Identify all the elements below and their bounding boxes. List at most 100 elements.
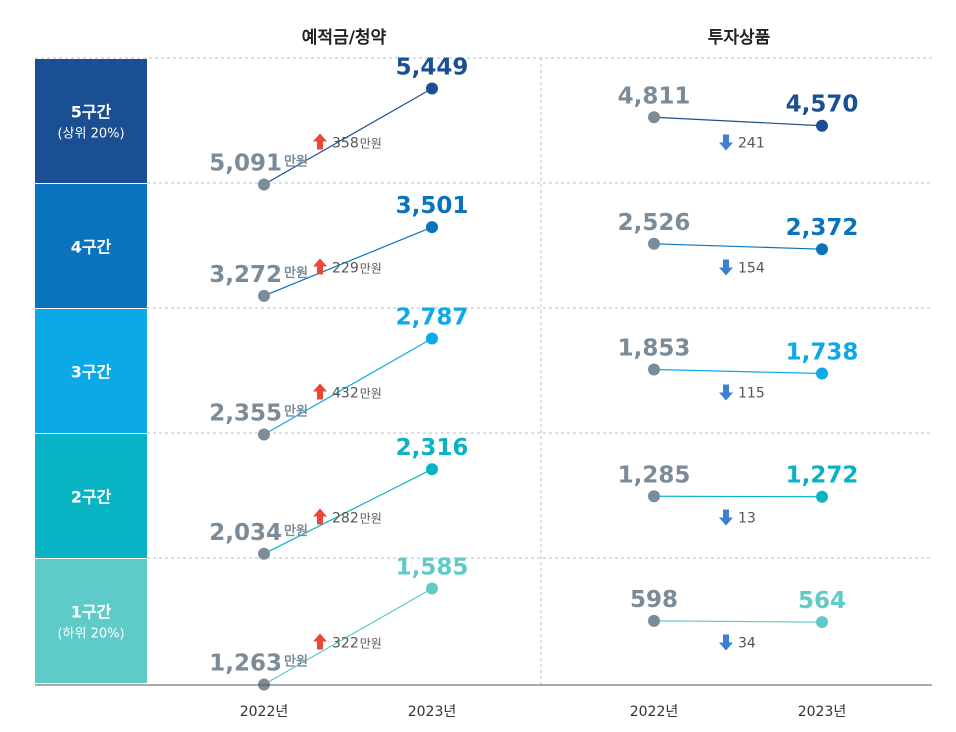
change-unit: 만원: [360, 137, 382, 151]
change-label: 358: [332, 136, 359, 152]
change-label: 432: [332, 386, 359, 402]
change-unit: 만원: [360, 637, 382, 651]
change-unit: 만원: [360, 387, 382, 401]
value-2022-label: 2,355: [209, 401, 282, 427]
point-2023: [816, 367, 828, 380]
change-label: 154: [738, 261, 765, 277]
change-label: 115: [738, 386, 765, 402]
point-2023: [426, 221, 438, 234]
change-label: 229: [332, 261, 359, 277]
band-label: 1구간: [71, 603, 112, 622]
series-line: [263, 337, 433, 436]
down-arrow-icon: [719, 384, 733, 401]
down-arrow-icon: [719, 259, 733, 276]
up-arrow-icon: [313, 383, 327, 400]
series-line: [263, 468, 433, 555]
series-line: [263, 87, 433, 186]
point-2022: [648, 490, 660, 503]
value-2022-label: 4,811: [618, 83, 691, 109]
change-label: 322: [332, 636, 359, 652]
change-unit: 만원: [360, 262, 382, 276]
value-2022-label: 598: [630, 587, 678, 613]
point-2022: [648, 111, 660, 124]
band-sublabel: (상위 20%): [57, 127, 124, 142]
band-label-bg: [35, 59, 147, 183]
point-2023: [426, 82, 438, 95]
value-2023-label: 564: [798, 588, 846, 614]
value-2023-label: 3,501: [396, 193, 469, 219]
x-tick-label: 2023년: [408, 704, 457, 720]
point-2022: [258, 289, 270, 302]
band-label-bg: [35, 184, 147, 308]
series-line: [263, 226, 433, 297]
series-line: [653, 116, 823, 127]
value-2022-unit: 만원: [284, 404, 308, 420]
band-label: 3구간: [71, 363, 112, 382]
band-label: 4구간: [71, 238, 112, 257]
change-label: 241: [738, 136, 765, 152]
point-2023: [426, 463, 438, 476]
up-arrow-icon: [313, 258, 327, 275]
value-2022-label: 2,526: [618, 210, 691, 236]
point-2023: [816, 119, 828, 132]
series-line: [653, 243, 823, 250]
value-2023-label: 1,272: [786, 463, 859, 489]
value-2023-label: 1,585: [396, 555, 469, 581]
point-2022: [648, 363, 660, 376]
band-label-bg: [35, 309, 147, 433]
value-2022-label: 5,091: [209, 151, 282, 177]
point-2023: [816, 243, 828, 256]
up-arrow-icon: [313, 633, 327, 650]
x-tick-label: 2022년: [240, 704, 289, 720]
value-2023-label: 5,449: [396, 55, 469, 81]
x-tick-label: 2022년: [630, 704, 679, 720]
change-label: 282: [332, 511, 359, 527]
series-line: [263, 587, 433, 686]
point-2022: [648, 614, 660, 627]
series-line: [653, 368, 823, 375]
down-arrow-icon: [719, 634, 733, 651]
change-unit: 만원: [360, 512, 382, 526]
value-2022-unit: 만원: [284, 154, 308, 170]
value-2023-label: 2,316: [396, 435, 469, 461]
up-arrow-icon: [313, 508, 327, 525]
value-2023-label: 1,738: [786, 340, 859, 366]
band-label-bg: [35, 559, 147, 683]
value-2023-label: 2,372: [786, 215, 859, 241]
point-2022: [258, 547, 270, 560]
value-2023-label: 2,787: [396, 305, 469, 331]
point-2022: [258, 428, 270, 441]
point-2023: [426, 332, 438, 345]
column-title-investment: 투자상품: [708, 28, 771, 48]
band-sublabel: (하위 20%): [57, 627, 124, 642]
value-2022-label: 1,263: [209, 651, 282, 677]
band-label: 2구간: [71, 488, 112, 507]
series-line: [653, 620, 823, 623]
point-2023: [816, 616, 828, 629]
value-2022-unit: 만원: [284, 523, 308, 539]
band-label-bg: [35, 434, 147, 558]
column-title-savings: 예적금/청약: [302, 27, 387, 48]
point-2022: [648, 237, 660, 250]
value-2022-label: 1,285: [618, 462, 691, 488]
up-arrow-icon: [313, 133, 327, 150]
value-2022-label: 3,272: [209, 262, 282, 288]
point-2022: [258, 178, 270, 191]
value-2022-label: 1,853: [618, 335, 691, 361]
point-2023: [816, 490, 828, 503]
band-label: 5구간: [71, 103, 112, 122]
value-2022-unit: 만원: [284, 654, 308, 670]
change-label: 13: [738, 511, 756, 527]
down-arrow-icon: [719, 509, 733, 526]
x-tick-label: 2023년: [798, 704, 847, 720]
point-2023: [426, 582, 438, 595]
value-2022-label: 2,034: [209, 520, 282, 546]
change-label: 34: [738, 636, 756, 652]
value-2023-label: 4,570: [786, 92, 859, 118]
